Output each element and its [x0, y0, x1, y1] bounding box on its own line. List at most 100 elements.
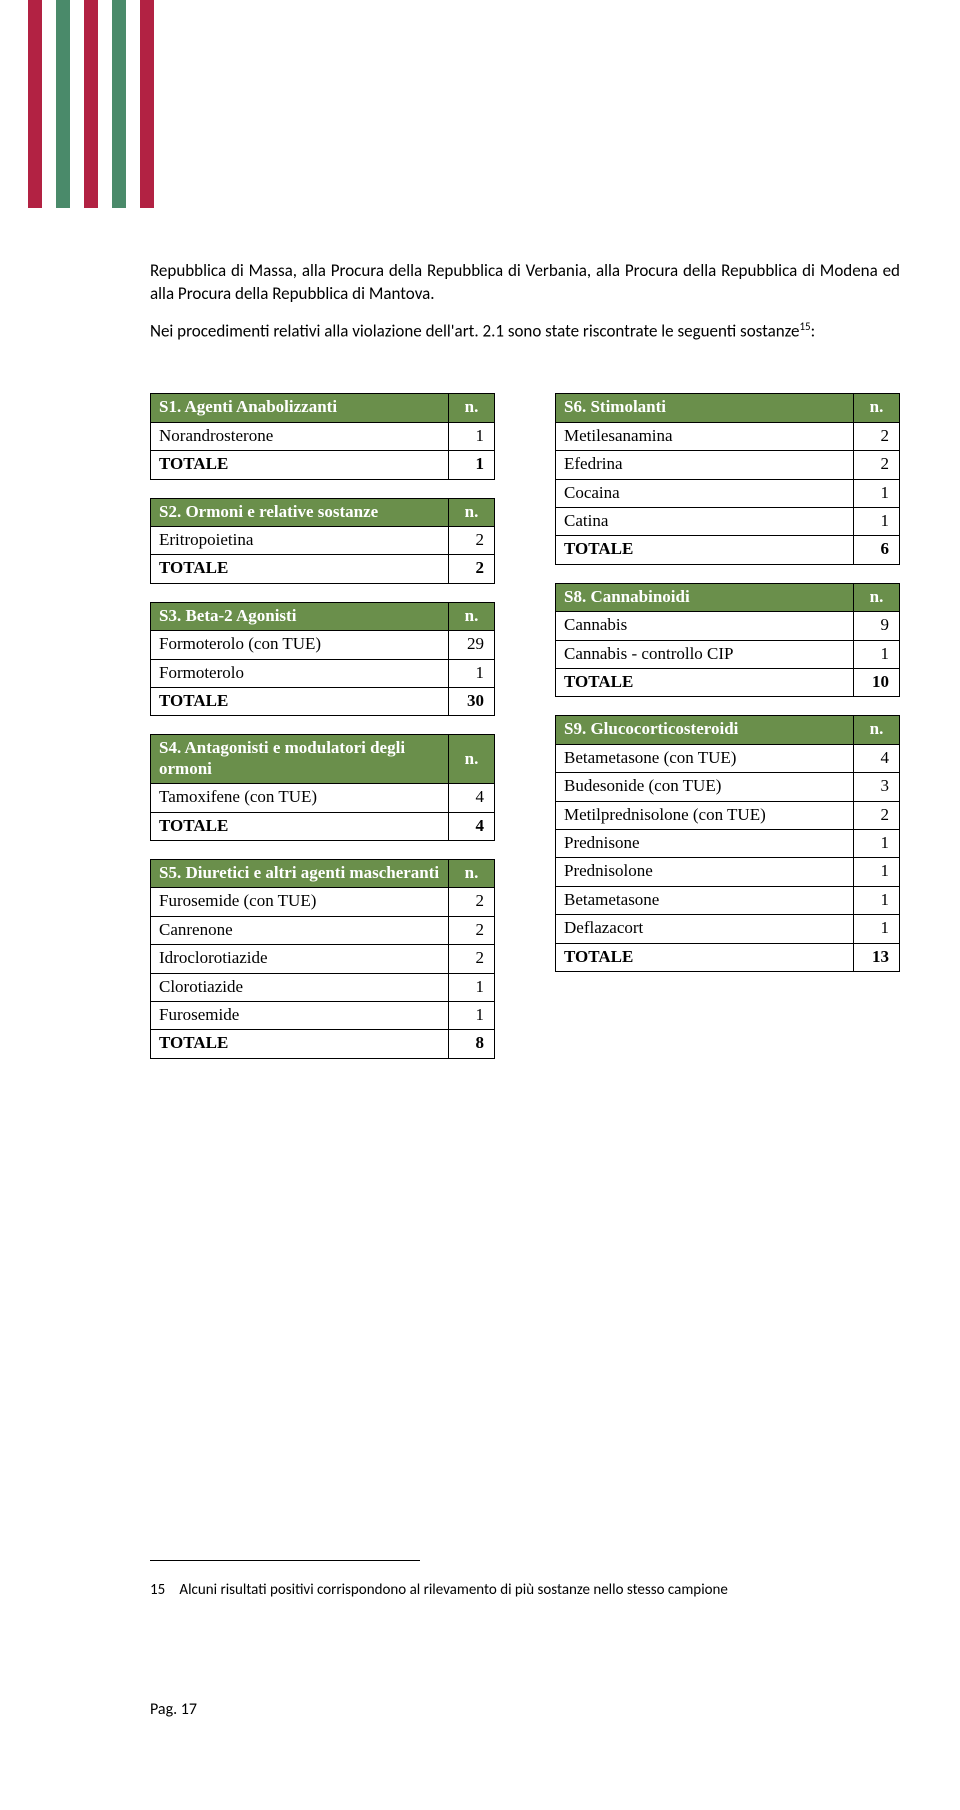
row-label: Prednisone [556, 829, 854, 857]
row-label: Furosemide [151, 1001, 449, 1029]
table-header-label: S1. Agenti Anabolizzanti [151, 394, 449, 422]
table-row: Canrenone2 [151, 916, 495, 944]
row-label: Betametasone (con TUE) [556, 744, 854, 772]
table-header-n: n. [854, 394, 900, 422]
table-row: Cannabis - controllo CIP1 [556, 640, 900, 668]
row-label: Tamoxifene (con TUE) [151, 784, 449, 812]
row-value: 2 [449, 916, 495, 944]
row-label: Clorotiazide [151, 973, 449, 1001]
row-value: 1 [449, 1001, 495, 1029]
row-label: Formoterolo (con TUE) [151, 631, 449, 659]
table-row: Norandrosterone1 [151, 422, 495, 450]
row-label: Betametasone [556, 886, 854, 914]
total-label: TOTALE [556, 536, 854, 564]
data-table: S9. Glucocorticosteroidin.Betametasone (… [555, 715, 900, 972]
table-row: Prednisone1 [556, 829, 900, 857]
table-header-n: n. [449, 394, 495, 422]
page-number: Pag. 17 [150, 1700, 197, 1719]
row-value: 1 [854, 508, 900, 536]
table-header-label: S9. Glucocorticosteroidi [556, 716, 854, 744]
table-row: Metilprednisolone (con TUE)2 [556, 801, 900, 829]
row-value: 1 [449, 659, 495, 687]
total-value: 1 [449, 451, 495, 479]
stripe [28, 0, 42, 208]
table-row: Clorotiazide1 [151, 973, 495, 1001]
table-total-row: TOTALE13 [556, 943, 900, 971]
table-total-row: TOTALE4 [151, 812, 495, 840]
right-column: S6. Stimolantin.Metilesanamina2Efedrina2… [555, 393, 900, 1076]
data-table: S8. Cannabinoidin.Cannabis9Cannabis - co… [555, 583, 900, 698]
row-value: 29 [449, 631, 495, 659]
row-label: Canrenone [151, 916, 449, 944]
data-table: S2. Ormoni e relative sostanzen.Eritropo… [150, 498, 495, 584]
row-label: Prednisolone [556, 858, 854, 886]
row-value: 4 [854, 744, 900, 772]
table-header-label: S2. Ormoni e relative sostanze [151, 498, 449, 526]
row-value: 2 [854, 422, 900, 450]
tables-columns: S1. Agenti Anabolizzantin.Norandrosteron… [150, 393, 900, 1076]
total-value: 2 [449, 555, 495, 583]
table-row: Betametasone (con TUE)4 [556, 744, 900, 772]
table-row: Cocaina1 [556, 479, 900, 507]
footnote: 15 Alcuni risultati positivi corrispondo… [150, 1580, 890, 1600]
table-header-label: S8. Cannabinoidi [556, 583, 854, 611]
total-label: TOTALE [151, 812, 449, 840]
total-value: 6 [854, 536, 900, 564]
table-header-label: S3. Beta-2 Agonisti [151, 602, 449, 630]
table-header-n: n. [449, 735, 495, 784]
row-value: 1 [854, 829, 900, 857]
row-value: 9 [854, 612, 900, 640]
row-label: Catina [556, 508, 854, 536]
data-table: S6. Stimolantin.Metilesanamina2Efedrina2… [555, 393, 900, 564]
row-label: Efedrina [556, 451, 854, 479]
table-row: Eritropoietina2 [151, 527, 495, 555]
data-table: S3. Beta-2 Agonistin.Formoterolo (con TU… [150, 602, 495, 717]
table-row: Prednisolone1 [556, 858, 900, 886]
row-value: 2 [854, 451, 900, 479]
table-row: Formoterolo (con TUE)29 [151, 631, 495, 659]
table-row: Cannabis9 [556, 612, 900, 640]
row-value: 1 [854, 640, 900, 668]
stripe [84, 0, 98, 208]
header-stripes [28, 0, 154, 208]
table-total-row: TOTALE10 [556, 668, 900, 696]
table-row: Deflazacort1 [556, 915, 900, 943]
table-row: Catina1 [556, 508, 900, 536]
paragraph-1: Repubblica di Massa, alla Procura della … [150, 260, 900, 306]
table-total-row: TOTALE30 [151, 687, 495, 715]
row-label: Formoterolo [151, 659, 449, 687]
table-header-n: n. [449, 602, 495, 630]
table-row: Idroclorotiazide2 [151, 945, 495, 973]
row-value: 1 [449, 422, 495, 450]
data-table: S5. Diuretici e altri agenti mascheranti… [150, 859, 495, 1059]
row-value: 1 [854, 479, 900, 507]
paragraph-2-a: Nei procedimenti relativi alla violazion… [150, 321, 799, 342]
table-total-row: TOTALE8 [151, 1030, 495, 1058]
total-label: TOTALE [556, 943, 854, 971]
total-value: 10 [854, 668, 900, 696]
row-value: 1 [449, 973, 495, 1001]
row-value: 3 [854, 773, 900, 801]
left-column: S1. Agenti Anabolizzantin.Norandrosteron… [150, 393, 495, 1076]
total-value: 4 [449, 812, 495, 840]
row-label: Furosemide (con TUE) [151, 888, 449, 916]
total-label: TOTALE [151, 687, 449, 715]
row-value: 2 [449, 945, 495, 973]
row-value: 1 [854, 915, 900, 943]
table-total-row: TOTALE1 [151, 451, 495, 479]
footnote-number: 15 [150, 1580, 176, 1600]
total-label: TOTALE [556, 668, 854, 696]
paragraph-2: Nei procedimenti relativi alla violazion… [150, 320, 900, 344]
table-row: Furosemide1 [151, 1001, 495, 1029]
stripe [56, 0, 70, 208]
table-row: Furosemide (con TUE)2 [151, 888, 495, 916]
total-label: TOTALE [151, 555, 449, 583]
table-total-row: TOTALE6 [556, 536, 900, 564]
footnote-separator [150, 1560, 420, 1561]
row-label: Cannabis - controllo CIP [556, 640, 854, 668]
table-header-label: S5. Diuretici e altri agenti mascheranti [151, 859, 449, 887]
row-label: Eritropoietina [151, 527, 449, 555]
total-value: 8 [449, 1030, 495, 1058]
footnote-text: Alcuni risultati positivi corrispondono … [179, 1580, 879, 1600]
row-value: 4 [449, 784, 495, 812]
